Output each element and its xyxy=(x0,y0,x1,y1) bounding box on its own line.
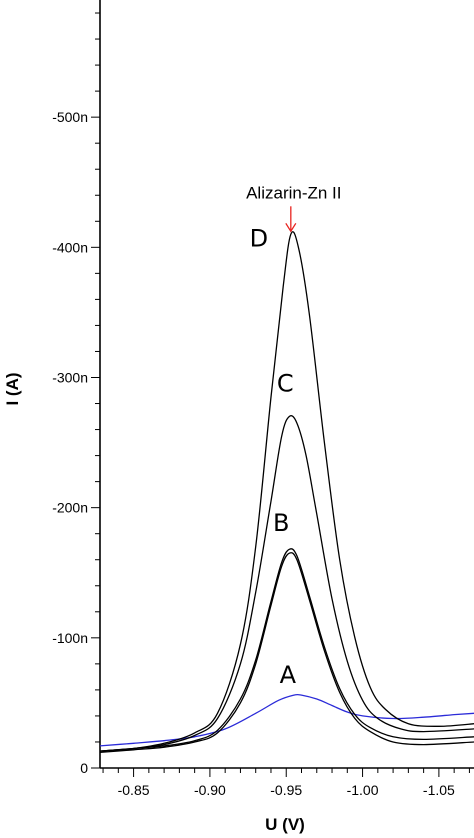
annotation: Alizarin-Zn II xyxy=(246,183,342,233)
curve-label-a: A xyxy=(280,661,297,689)
annotation-label: Alizarin-Zn II xyxy=(246,183,341,202)
curves xyxy=(99,231,474,754)
x-tick-label: -0.90 xyxy=(194,782,226,798)
curve-label-d: D xyxy=(250,224,268,252)
curve-label-c: C xyxy=(277,370,294,398)
annotation-arrow-head xyxy=(285,222,297,233)
y-tick-label: -300n xyxy=(52,369,88,385)
y-tick-label: -400n xyxy=(52,239,88,255)
x-tick-label: -1.05 xyxy=(423,782,455,798)
curve-b-1 xyxy=(99,552,474,754)
curve-labels: A B C D xyxy=(250,224,297,689)
curve-d-4 xyxy=(99,231,474,752)
y-tick-label: 0 xyxy=(80,760,88,776)
x-axis: -0.85 -0.90 -0.95 -1.00 -1.05 xyxy=(102,768,470,798)
curve-c-3 xyxy=(99,415,474,752)
y-axis-title: I (A) xyxy=(3,372,22,405)
curve-b-2 xyxy=(99,548,474,752)
x-tick-label: -0.85 xyxy=(118,782,150,798)
x-axis-title: U (V) xyxy=(265,815,305,834)
y-tick-label: -100n xyxy=(52,630,88,646)
plot-frame xyxy=(99,0,474,769)
y-tick-label: -200n xyxy=(52,500,88,516)
y-axis: 0 -100n -200n -300n -400n -500n xyxy=(52,12,100,776)
y-tick-label: -500n xyxy=(52,109,88,125)
curve-label-b: B xyxy=(273,509,289,537)
x-tick-label: -0.95 xyxy=(270,782,302,798)
curve-a-0 xyxy=(99,693,474,747)
x-tick-label: -1.00 xyxy=(347,782,379,798)
